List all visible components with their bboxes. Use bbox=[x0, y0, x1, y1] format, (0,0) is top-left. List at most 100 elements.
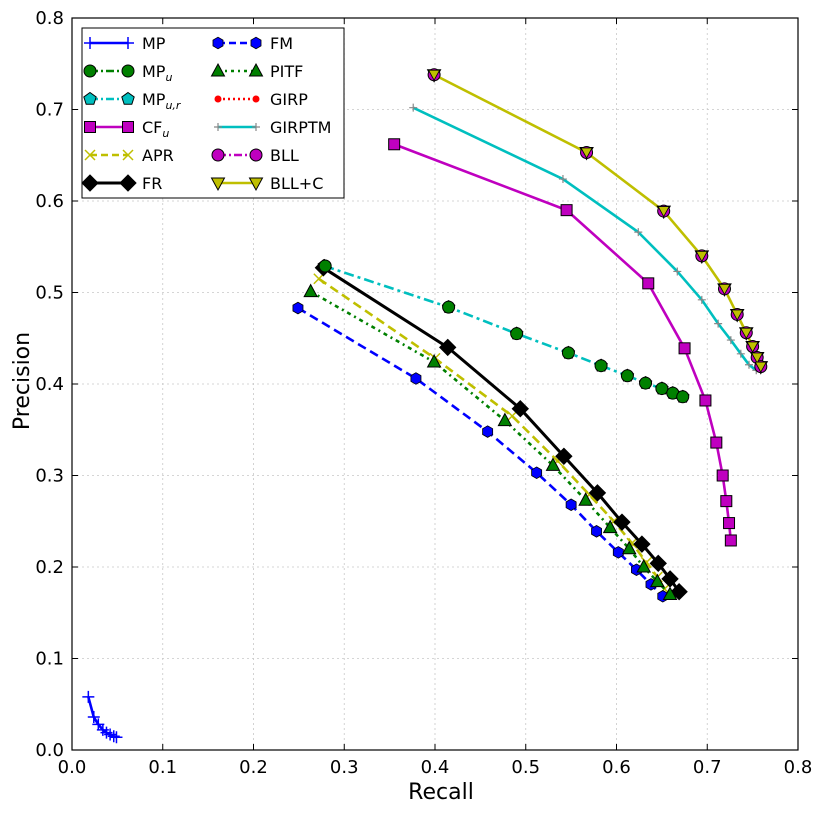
legend-marker-cf-u bbox=[84, 121, 96, 133]
point-mp_u bbox=[318, 259, 332, 273]
point-girptm bbox=[726, 336, 735, 345]
legend-marker-bll bbox=[211, 148, 225, 162]
y-tick-label: 0.5 bbox=[35, 283, 64, 304]
series-line-pitf bbox=[310, 290, 671, 596]
point-girptm bbox=[558, 175, 567, 184]
legend-item-bll: BLL bbox=[211, 146, 299, 165]
y-tick-label: 0.1 bbox=[35, 649, 64, 670]
point-pitf bbox=[497, 412, 513, 427]
point-pitf bbox=[578, 492, 593, 506]
point-bll-c bbox=[750, 352, 764, 364]
legend-marker-fr bbox=[119, 174, 137, 192]
point-fr bbox=[555, 447, 573, 465]
point-bll-c bbox=[746, 341, 759, 353]
point-cf-u bbox=[723, 517, 736, 530]
legend-marker-mp bbox=[84, 37, 96, 49]
point-fr bbox=[633, 535, 651, 553]
point-fm bbox=[565, 498, 577, 512]
x-tick-label: 0.2 bbox=[239, 757, 268, 778]
legend-label-bll: BLL bbox=[270, 146, 299, 165]
legend-label-girp: GIRP bbox=[270, 90, 308, 109]
legend-marker-mp-u bbox=[83, 64, 97, 78]
point-mp bbox=[107, 730, 120, 743]
legend-item-fm: FM bbox=[212, 34, 293, 53]
point-bll-c bbox=[754, 361, 767, 373]
legend-item-apr: APR bbox=[84, 146, 174, 165]
series-fm bbox=[292, 301, 669, 603]
point-cf-u bbox=[699, 394, 712, 407]
point-mp_u bbox=[639, 376, 653, 390]
legend-marker-apr bbox=[84, 149, 96, 161]
x-tick-label: 0.0 bbox=[58, 757, 87, 778]
point-girptm bbox=[634, 228, 643, 237]
point-pitf bbox=[545, 457, 561, 471]
point-fr bbox=[649, 554, 667, 573]
legend-subscript-mp-u: u bbox=[165, 71, 172, 84]
legend-marker-girptm bbox=[214, 123, 222, 131]
point-cf-u bbox=[716, 469, 729, 482]
legend-label-girptm: GIRPTM bbox=[270, 118, 331, 137]
legend-label-mp: MP bbox=[142, 34, 166, 53]
legend-subscript-mp-u-r: u,r bbox=[165, 99, 181, 112]
legend-marker-fm bbox=[212, 36, 224, 50]
legend-item-bll-c: BLL+C bbox=[210, 174, 323, 193]
series-line-girptm bbox=[412, 106, 758, 372]
legend-label-apr: APR bbox=[142, 146, 174, 165]
markers-mp-u bbox=[318, 259, 690, 404]
point-apr bbox=[313, 273, 325, 285]
y-tick-label: 0.7 bbox=[35, 100, 64, 121]
legend-marker-cf-u bbox=[122, 121, 134, 133]
legend-marker-mp bbox=[122, 37, 134, 49]
markers-bll bbox=[427, 68, 768, 374]
series-mp-u-r bbox=[317, 258, 690, 403]
point-fr bbox=[438, 338, 457, 357]
point-mp bbox=[87, 711, 100, 724]
legend-marker-fm bbox=[250, 36, 262, 50]
point-bll-c bbox=[427, 69, 441, 82]
point-girptm bbox=[673, 267, 682, 276]
point-apr bbox=[506, 410, 518, 422]
point-bll-c bbox=[740, 327, 753, 340]
point-mp_u bbox=[676, 390, 690, 404]
axes: 0.0 0.1 0.2 0.3 0.4 0.5 0.6 0.7 0.8 0.0 0.1 0.2 0.3 0… bbox=[35, 8, 812, 778]
series-mp bbox=[82, 690, 123, 744]
x-tick-label: 0.8 bbox=[784, 757, 813, 778]
point-mp_u bbox=[655, 382, 669, 396]
x-tick-label: 0.5 bbox=[511, 757, 540, 778]
point-mp_u bbox=[594, 359, 608, 373]
x-tick-label: 0.3 bbox=[330, 757, 359, 778]
point-mp_u bbox=[561, 346, 575, 360]
point-cf-u bbox=[388, 138, 401, 151]
series-line-fr bbox=[322, 266, 681, 593]
point-cf-u bbox=[724, 534, 737, 547]
point-pitf bbox=[636, 558, 652, 573]
point-cf-u bbox=[720, 495, 733, 508]
y-tick-label: 0.2 bbox=[35, 557, 64, 578]
series-line-apr bbox=[318, 277, 666, 590]
y-axis-label: Precision bbox=[10, 332, 35, 430]
series-line-cf-u bbox=[393, 143, 733, 541]
legend-subscript-cf-u: u bbox=[162, 127, 169, 140]
point-cf-u bbox=[642, 277, 655, 290]
legend-marker-pitf bbox=[248, 62, 264, 77]
legend-marker-mp-u bbox=[121, 64, 135, 78]
point-fr bbox=[511, 399, 530, 418]
y-tick-label: 0.3 bbox=[35, 466, 64, 487]
legend-label-bll-c: BLL+C bbox=[270, 174, 323, 193]
legend-marker-mp-u-r bbox=[121, 91, 135, 105]
legend-marker-girptm bbox=[252, 123, 260, 131]
point-fr bbox=[588, 484, 607, 502]
legend-item-mp-u: MPu bbox=[83, 62, 172, 84]
legend-item-pitf: PITF bbox=[210, 62, 303, 81]
point-pitf bbox=[649, 573, 665, 588]
x-tick-label: 0.6 bbox=[602, 757, 631, 778]
series-fr bbox=[314, 259, 688, 601]
point-fm bbox=[531, 466, 543, 480]
legend-marker-mp-u-r bbox=[83, 91, 97, 105]
point-pitf bbox=[621, 540, 637, 555]
point-girptm bbox=[736, 349, 745, 358]
legend-marker-fr bbox=[81, 174, 99, 192]
legend-item-girp: GIRP bbox=[214, 90, 308, 109]
legend-marker-girp bbox=[252, 95, 260, 103]
point-fr bbox=[613, 513, 631, 531]
